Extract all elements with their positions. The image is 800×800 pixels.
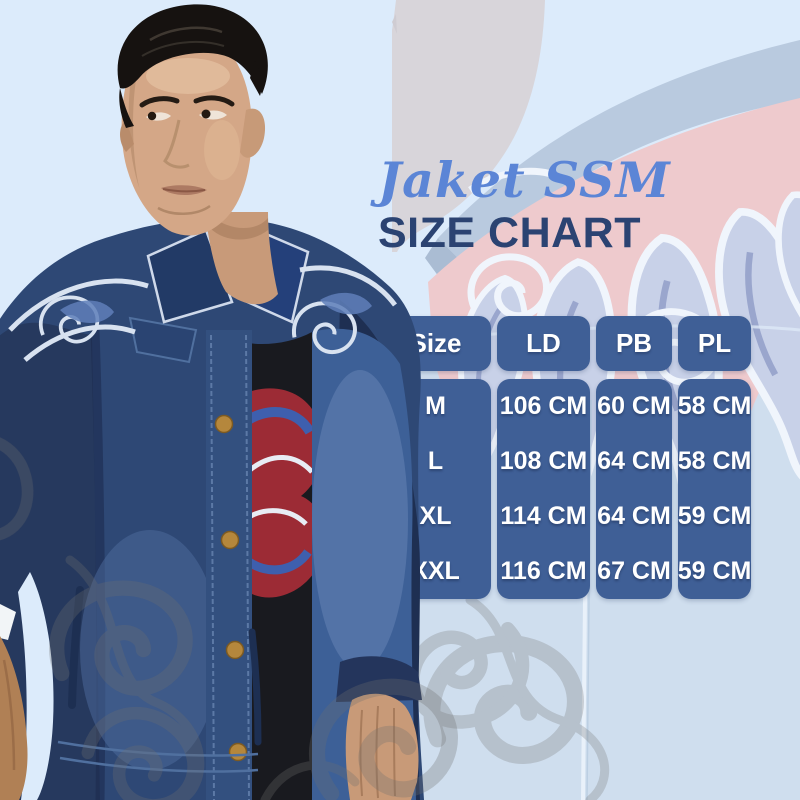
column-header-pb: PB xyxy=(596,316,672,371)
product-name-script: Jaket SSM xyxy=(378,151,671,209)
batik-shoulder-pattern xyxy=(8,265,398,362)
cloud-ornament xyxy=(401,595,610,800)
size-value: L xyxy=(427,447,444,475)
ld-value: 106 CM xyxy=(499,392,588,420)
pb-value: 64 CM xyxy=(597,502,671,530)
ld-value: 114 CM xyxy=(500,502,587,530)
pl-value: 59 CM xyxy=(677,502,752,530)
page-title: SIZE CHART xyxy=(378,209,641,258)
title-block: Jaket SSM SIZE CHART xyxy=(378,152,671,255)
pl-value: 58 CM xyxy=(677,392,752,420)
cloud-ornament xyxy=(0,432,461,800)
ld-value: 108 CM xyxy=(499,447,588,475)
size-value: M xyxy=(425,392,446,420)
ld-column: 106 CM 108 CM 114 CM 116 CM xyxy=(497,379,590,599)
column-header-pl: PL xyxy=(678,316,751,371)
column-header-ld: LD xyxy=(497,316,590,371)
pb-value: 64 CM xyxy=(597,447,671,475)
pb-value: 60 CM xyxy=(597,392,671,420)
pl-column: 58 CM 58 CM 59 CM 59 CM xyxy=(678,379,751,599)
ld-value: 116 CM xyxy=(500,557,587,585)
size-value: XL xyxy=(419,502,452,530)
pb-value: 67 CM xyxy=(597,557,671,585)
pl-value: 58 CM xyxy=(677,447,752,475)
pl-value: 59 CM xyxy=(677,557,752,585)
pb-column: 60 CM 64 CM 64 CM 67 CM xyxy=(596,379,672,599)
